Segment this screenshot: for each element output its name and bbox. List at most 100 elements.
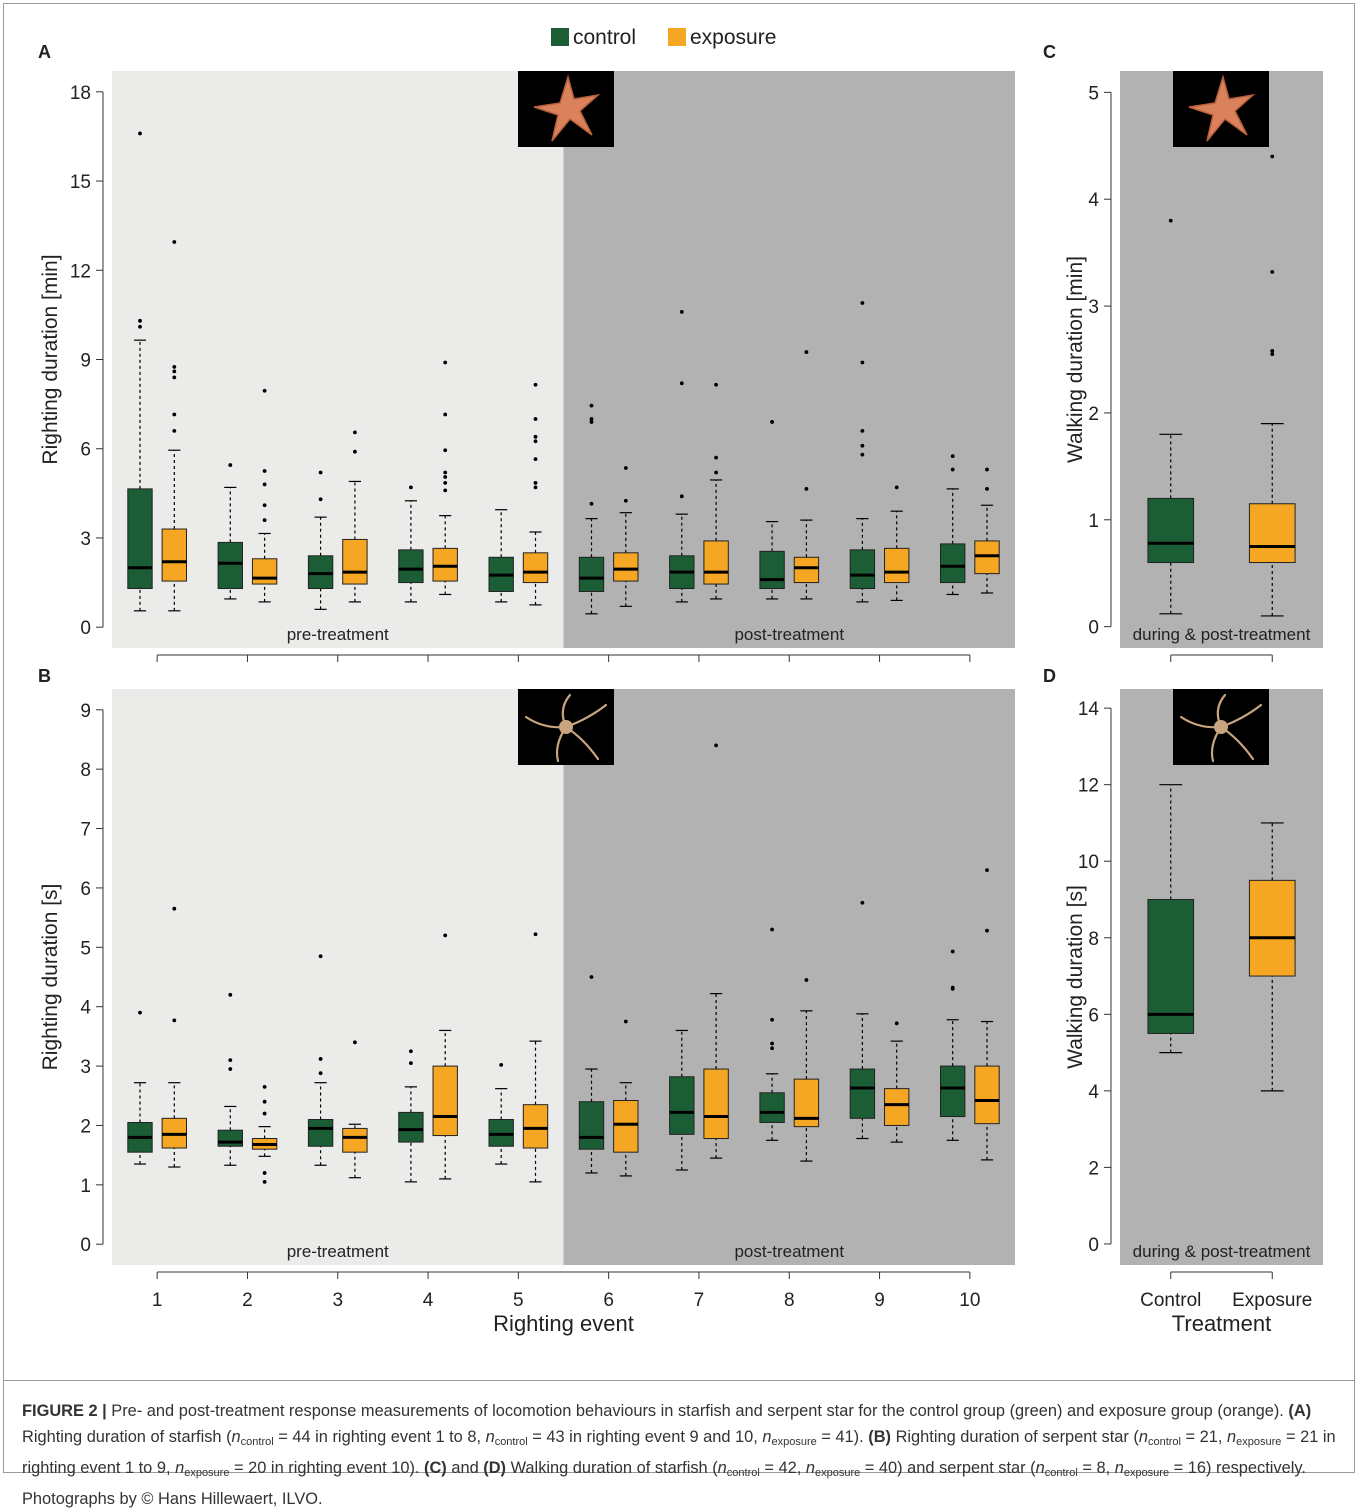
caption-text: control bbox=[726, 1467, 760, 1479]
outlier bbox=[714, 743, 719, 748]
outlier bbox=[589, 403, 594, 408]
outlier bbox=[950, 985, 955, 990]
box bbox=[432, 1065, 458, 1137]
outlier bbox=[770, 927, 774, 932]
outlier bbox=[804, 350, 809, 354]
outlier bbox=[860, 360, 865, 365]
panel-label: D bbox=[1043, 666, 1056, 686]
outlier bbox=[533, 932, 538, 937]
caption-text: = 44 in righting event 1 to 8, bbox=[273, 1428, 486, 1446]
y-tick-label: 6 bbox=[80, 879, 91, 900]
box bbox=[522, 1104, 549, 1149]
outlier bbox=[533, 434, 538, 439]
x-tick-label: 7 bbox=[694, 1290, 705, 1311]
outlier bbox=[228, 992, 233, 997]
x-tick-label: Control bbox=[1140, 1290, 1201, 1311]
outlier bbox=[172, 375, 177, 380]
outlier bbox=[318, 470, 323, 475]
box bbox=[849, 1068, 876, 1119]
outlier bbox=[714, 470, 719, 475]
y-tick-label: 10 bbox=[1078, 852, 1099, 873]
outlier bbox=[679, 494, 684, 499]
caption-text: n bbox=[1138, 1428, 1148, 1446]
outlier bbox=[894, 1021, 899, 1026]
outlier bbox=[950, 467, 955, 472]
y-tick-label: 2 bbox=[80, 1116, 91, 1137]
outlier bbox=[679, 310, 684, 314]
y-tick-label: 6 bbox=[80, 440, 91, 461]
box bbox=[759, 1092, 785, 1123]
caption-text: n bbox=[805, 1459, 815, 1477]
outlier bbox=[985, 868, 989, 873]
y-tick-label: 15 bbox=[70, 172, 91, 193]
y-tick-label: 6 bbox=[1088, 1005, 1099, 1026]
x-axis-label: Treatment bbox=[1172, 1311, 1271, 1336]
outlier bbox=[138, 324, 142, 329]
outlier bbox=[262, 503, 267, 508]
box bbox=[940, 543, 966, 584]
caption-text: = 20 in righting event 10). bbox=[229, 1459, 425, 1477]
x-tick-label: 4 bbox=[423, 1290, 434, 1311]
chart: control exposure pre-treatment post-treat… bbox=[38, 26, 1323, 1336]
outlier bbox=[860, 301, 865, 305]
caption-text: control bbox=[1147, 1436, 1181, 1448]
outlier bbox=[172, 906, 177, 911]
outlier bbox=[1168, 218, 1173, 223]
box bbox=[759, 550, 785, 590]
caption-text: exposure bbox=[1123, 1467, 1170, 1479]
y-axis-label: Walking duration [min] bbox=[1064, 256, 1087, 463]
outlier bbox=[770, 420, 774, 424]
y-tick-label: 1 bbox=[80, 1176, 91, 1197]
region-background bbox=[563, 689, 1015, 1265]
outlier bbox=[499, 1062, 504, 1067]
box bbox=[398, 1111, 424, 1143]
outlier bbox=[443, 933, 448, 938]
outlier bbox=[533, 457, 538, 462]
photo bbox=[1172, 70, 1270, 148]
panel-label: B bbox=[38, 666, 51, 686]
box bbox=[1147, 497, 1195, 564]
outlier bbox=[533, 417, 538, 421]
panel-label: C bbox=[1043, 42, 1056, 62]
outlier bbox=[172, 240, 177, 244]
outlier bbox=[228, 1058, 233, 1063]
x-tick-label: 3 bbox=[332, 1290, 343, 1311]
y-tick-label: 14 bbox=[1078, 699, 1100, 720]
y-tick-label: 1 bbox=[1088, 511, 1099, 532]
outlier bbox=[262, 1179, 267, 1184]
outlier bbox=[262, 1084, 267, 1089]
region-background bbox=[112, 71, 564, 648]
y-tick-label: 12 bbox=[70, 261, 91, 282]
y-tick-label: 4 bbox=[1088, 190, 1099, 211]
box bbox=[703, 1068, 729, 1140]
x-tick-label: 2 bbox=[242, 1290, 253, 1311]
outlier bbox=[623, 466, 628, 470]
outlier bbox=[408, 1061, 413, 1066]
y-tick-label: 9 bbox=[80, 701, 91, 722]
outlier bbox=[443, 488, 448, 493]
y-tick-label: 3 bbox=[80, 529, 91, 550]
outlier bbox=[262, 482, 267, 487]
photo bbox=[1171, 687, 1271, 767]
y-axis-label: Righting duration [min] bbox=[39, 254, 62, 464]
y-tick-label: 5 bbox=[80, 938, 91, 959]
outlier bbox=[894, 485, 899, 490]
outlier bbox=[318, 497, 323, 502]
caption-text: and bbox=[446, 1459, 484, 1477]
caption-text: = 21, bbox=[1180, 1428, 1228, 1446]
legend-swatch bbox=[668, 28, 686, 46]
outlier bbox=[318, 954, 323, 959]
region-label: post-treatment bbox=[734, 625, 844, 644]
caption: FIGURE 2 | Pre- and post-treatment respo… bbox=[22, 1398, 1340, 1512]
outlier bbox=[1270, 269, 1275, 274]
outlier bbox=[1270, 349, 1275, 353]
box bbox=[161, 528, 187, 582]
y-tick-label: 0 bbox=[1088, 618, 1099, 639]
box bbox=[578, 1101, 605, 1150]
caption-separator bbox=[3, 1380, 1355, 1381]
y-tick-label: 5 bbox=[1088, 83, 1099, 104]
box bbox=[398, 549, 424, 584]
outlier bbox=[408, 1049, 413, 1054]
x-tick-label: 5 bbox=[513, 1290, 524, 1311]
outlier bbox=[353, 430, 357, 435]
